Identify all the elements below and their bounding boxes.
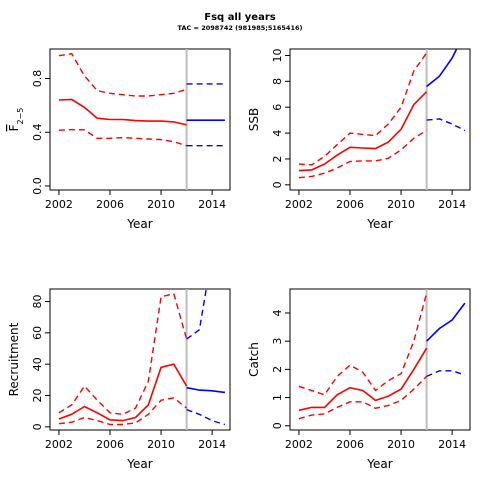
recruitment-ytick-label: 0	[31, 423, 44, 430]
ssb-panel: 2002 2006 2010 2014 0 2 4 6 8 10 Year SSB	[247, 48, 471, 231]
recruitment-series-group	[58, 289, 226, 430]
fbar-xtick-label: 2006	[96, 198, 124, 211]
ssb-ytick-label: 0	[271, 181, 284, 188]
recruitment-ytick-label: 20	[31, 389, 44, 403]
figure-title: Fsq all years	[204, 12, 275, 23]
fbar-xtick-label: 2010	[147, 198, 175, 211]
catch-xtick-label: 2006	[336, 438, 364, 451]
fbar-ytick-label: 0.8	[31, 70, 44, 88]
recruitment-ytick-label: 80	[31, 295, 44, 309]
ssb-xtick-label: 2002	[285, 198, 313, 211]
ssb-ytick-label: 2	[271, 155, 284, 162]
recruitment-ytick-label: 40	[31, 357, 44, 371]
recruitment-forecast-median	[186, 386, 225, 394]
recruitment-xtick-label: 2002	[45, 438, 73, 451]
recruitment-xtick-label: 2006	[96, 438, 124, 451]
recruitment-history-median	[58, 363, 188, 422]
catch-ytick-label: 1	[271, 394, 284, 401]
ssb-ylabel: SSB	[247, 108, 261, 131]
fbar-ylabel: F2−5	[7, 108, 25, 132]
ssb-ytick-label: 10	[271, 48, 284, 62]
fbar-xtick-label: 2002	[45, 198, 73, 211]
fbar-ylabel-sub: 2−5	[16, 108, 25, 125]
catch-xtick-label: 2002	[285, 438, 313, 451]
recruitment-xtick-label: 2010	[147, 438, 175, 451]
catch-frame	[289, 288, 471, 431]
catch-ytick-label: 2	[271, 366, 284, 373]
ssb-xlabel: Year	[366, 217, 392, 231]
fbar-series-group	[58, 49, 225, 190]
catch-xtick-label: 2010	[387, 438, 415, 451]
ssb-history-upper	[298, 52, 428, 166]
recruitment-forecast-lower	[186, 408, 226, 426]
recruitment-xlabel: Year	[126, 457, 152, 471]
recruitment-ytick-label: 60	[31, 326, 44, 340]
fbar-xtick-label: 2014	[198, 198, 226, 211]
fbar-panel: 2002 2006 2010 2014 0.0 0.4 0.8 Year F2−5	[7, 48, 231, 231]
catch-history-upper	[298, 293, 428, 396]
catch-ytick-label: 3	[271, 338, 284, 345]
recruitment-xtick-label: 2014	[198, 438, 226, 451]
fbar-frame	[49, 48, 231, 191]
fbar-history-upper	[58, 52, 187, 97]
recruitment-history-lower	[58, 397, 188, 426]
recruitment-history-upper	[58, 292, 188, 416]
catch-xlabel: Year	[366, 457, 392, 471]
ssb-xtick-label: 2010	[387, 198, 415, 211]
ssb-ytick-label: 8	[271, 78, 284, 85]
catch-history-median	[298, 347, 428, 412]
ssb-history-lower	[298, 129, 427, 179]
recruitment-forecast-upper	[186, 289, 207, 340]
fbar-ytick-label: 0.0	[31, 177, 44, 195]
catch-panel: 2002 2006 2010 2014 0 1 2 3 4 Year Catch	[247, 234, 471, 471]
catch-series-group	[298, 234, 466, 430]
ssb-frame	[289, 48, 471, 191]
fbar-history-lower	[58, 128, 187, 147]
ssb-xtick-label: 2014	[438, 198, 466, 211]
fbar-history-median	[58, 98, 187, 126]
figure-subtitle: TAC = 2098742 (981985;5165416)	[178, 24, 303, 32]
ssb-history-median	[298, 91, 428, 172]
ssb-forecast-upper	[426, 49, 428, 50]
catch-forecast-upper	[427, 234, 465, 288]
fbar-ylabel-main: F	[7, 124, 21, 131]
ssb-ytick-label: 6	[271, 104, 284, 111]
catch-forecast-lower	[426, 370, 466, 378]
ssb-series-group	[298, 49, 466, 190]
catch-ytick-label: 4	[271, 309, 284, 316]
catch-xtick-label: 2014	[438, 438, 466, 451]
catch-ytick-label: 0	[271, 422, 284, 429]
fbar-ytick-label: 0.4	[31, 124, 44, 142]
ssb-xtick-label: 2006	[336, 198, 364, 211]
ssb-forecast-median	[426, 49, 458, 88]
recruitment-panel: 2002 2006 2010 2014 0 20 40 60 80 Year Recruitment	[7, 288, 231, 471]
catch-history-lower	[298, 375, 428, 420]
recruitment-frame	[49, 288, 231, 431]
ssb-forecast-lower	[426, 118, 466, 132]
ssb-ytick-label: 4	[271, 130, 284, 137]
catch-forecast-median	[426, 302, 466, 342]
catch-ylabel: Catch	[247, 342, 261, 377]
recruitment-ylabel: Recruitment	[7, 322, 21, 396]
fbar-xlabel: Year	[126, 217, 152, 231]
